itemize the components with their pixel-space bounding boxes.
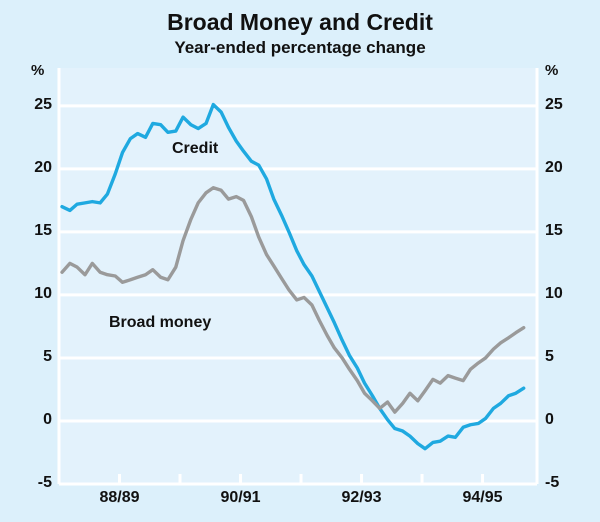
series-line-broad-money	[60, 186, 526, 414]
chart-header: Broad Money and Credit Year-ended percen…	[0, 8, 600, 59]
y-axis-tick-label-right: 20	[545, 158, 563, 176]
plot-frame	[57, 68, 539, 486]
y-axis-tick-label-right: 5	[545, 347, 554, 365]
y-axis-unit-right: %	[545, 62, 559, 79]
series-line-credit	[60, 102, 526, 451]
chart-subtitle: Year-ended percentage change	[174, 38, 426, 57]
series-label-credit: Credit	[172, 140, 219, 157]
x-axis-tick-label: 90/91	[220, 489, 261, 506]
y-axis-tick-label-left: 10	[34, 284, 52, 302]
series-label-broad-money: Broad money	[109, 314, 212, 331]
y-axis-tick-label-right: 10	[545, 284, 563, 302]
y-axis-tick-label-left: -5	[37, 474, 52, 491]
y-axis-tick-label-left: 15	[34, 221, 52, 239]
x-axis-ticks	[118, 474, 485, 484]
y-axis-tick-label-left: 5	[43, 347, 52, 365]
y-axis-tick-label-left: 20	[34, 158, 52, 176]
y-axis-tick-label-left: 0	[43, 410, 52, 428]
x-axis-tick-label: 88/89	[99, 489, 140, 506]
y-axis-unit-left: %	[31, 62, 45, 79]
x-axis-tick-label: 94/95	[462, 489, 503, 506]
y-axis-tick-label-right: -5	[545, 474, 560, 491]
page-title: Broad Money and Credit	[167, 9, 433, 35]
data-series-group	[60, 102, 526, 451]
y-axis-tick-label-right: 25	[545, 95, 563, 113]
y-axis-tick-label-left: 25	[34, 95, 52, 113]
y-axis-tick-label-right: 15	[545, 221, 563, 239]
x-axis-tick-label: 92/93	[341, 489, 382, 506]
y-axis-tick-label-right: 0	[545, 410, 554, 428]
